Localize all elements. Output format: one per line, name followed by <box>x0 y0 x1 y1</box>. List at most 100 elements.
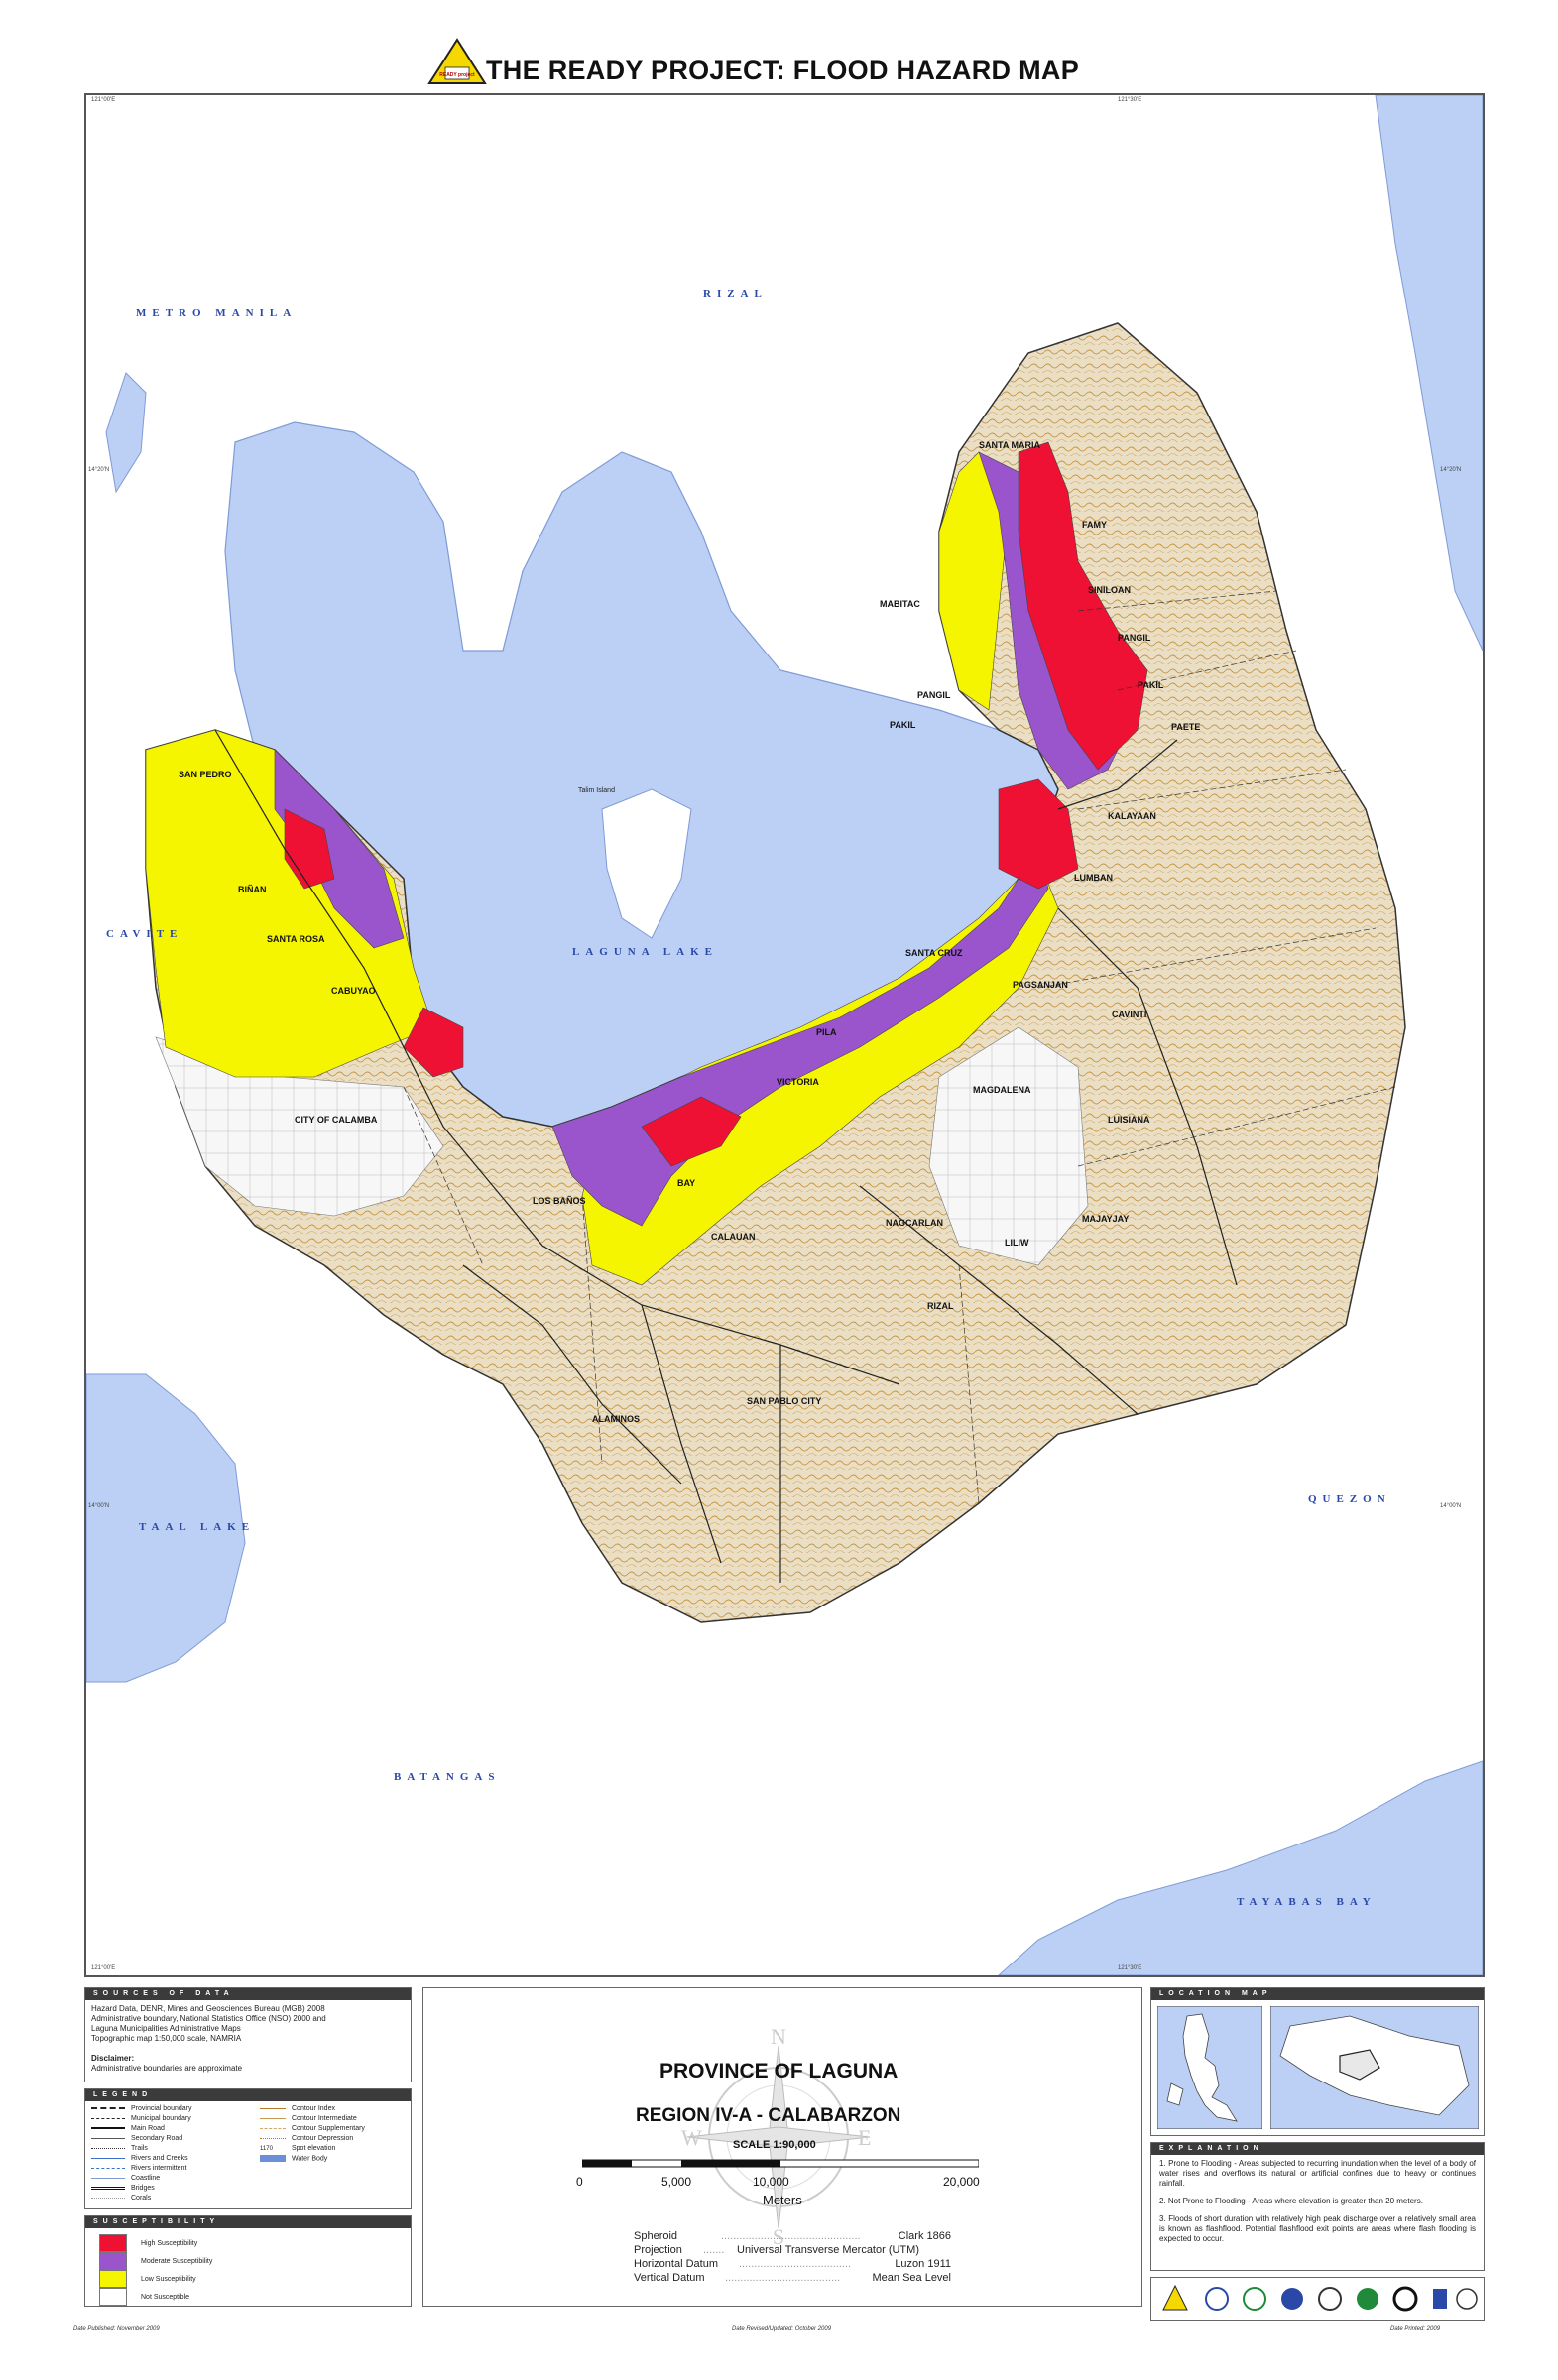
coord-left-mid: 14°20'N <box>88 467 110 473</box>
water-taal-lake <box>86 1373 246 1683</box>
agency-seal-icon <box>1318 2287 1342 2311</box>
legend-item: Contour Supplementary <box>260 2125 365 2132</box>
datum-spheroid-label: Spheroid <box>634 2230 678 2242</box>
label-rizal: RIZAL <box>703 288 768 299</box>
coord-bottom-right: 121°30'E <box>1118 1965 1142 1971</box>
muni-pangil-west: PANGIL <box>917 690 951 700</box>
muni-luisiana: LUISIANA <box>1108 1115 1150 1125</box>
muni-santa-maria: SANTA MARIA <box>979 440 1040 450</box>
muni-santa-cruz: SANTA CRUZ <box>905 948 963 958</box>
high-susceptibility-south <box>641 1096 742 1167</box>
coord-left-low: 14°00'N <box>88 1503 110 1509</box>
water-north-inlet <box>105 372 147 494</box>
agency-seal-icon <box>1243 2287 1266 2311</box>
label-high: High Susceptibility <box>141 2240 198 2247</box>
muni-pakil-west: PAKIL <box>890 720 916 730</box>
water-northeast <box>1375 95 1483 652</box>
flood-map-canvas[interactable] <box>86 95 1483 1975</box>
label-tayabas-bay: TAYABAS BAY <box>1237 1896 1377 1908</box>
calabarzon-inset-map <box>1270 2006 1479 2129</box>
label-quezon: QUEZON <box>1308 1493 1391 1505</box>
title-block: N S W E PROVINCE OF LAGUNA REGION IV-A -… <box>422 1987 1142 2307</box>
not-susceptible-west <box>155 1036 444 1217</box>
high-susceptibility-binan <box>284 808 335 890</box>
muni-los-banos: LOS BAÑOS <box>533 1196 586 1206</box>
agency-seal-icon <box>1357 2288 1378 2310</box>
low-susceptibility-north <box>938 451 1010 711</box>
svg-text:W: W <box>681 2125 702 2150</box>
scale-bar <box>582 2159 979 2168</box>
muni-magdalena: MAGDALENA <box>973 1085 1031 1095</box>
sources-header: SOURCES OF DATA <box>85 1988 411 2000</box>
swatch-not-susceptible <box>99 2288 127 2306</box>
muni-mabitac: MABITAC <box>880 599 920 609</box>
road-network <box>214 729 1238 1583</box>
explanation-item-2: 2. Not Prone to Flooding - Areas where e… <box>1159 2197 1423 2205</box>
scale-unit: Meters <box>763 2193 802 2207</box>
label-metro-manila: METRO MANILA <box>136 307 298 319</box>
ausaid-logo-icon <box>1456 2288 1478 2310</box>
map-title: THE READY PROJECT: FLOOD HAZARD MAP <box>486 56 1080 85</box>
high-susceptibility-north <box>1018 441 1148 771</box>
disclaimer-text: Administrative boundaries are approximat… <box>91 2064 243 2073</box>
muni-pagsanjan: PAGSANJAN <box>1013 980 1068 990</box>
high-susceptibility-west <box>403 1007 464 1078</box>
datum-projection-label: Projection <box>634 2244 682 2256</box>
agency-logos <box>1162 2284 1478 2312</box>
legend-item: Contour Depression <box>260 2135 353 2142</box>
legend-item: Rivers and Creeks <box>91 2155 188 2162</box>
muni-santa-rosa: SANTA ROSA <box>267 934 325 944</box>
legend-item: Municipal boundary <box>91 2115 191 2122</box>
municipal-boundaries <box>403 590 1396 1504</box>
not-susceptible-east <box>928 1026 1089 1266</box>
source-line-1: Hazard Data, DENR, Mines and Geosciences… <box>91 2004 325 2013</box>
svg-text:S: S <box>773 2224 784 2246</box>
province-title: PROVINCE OF LAGUNA <box>659 2060 899 2082</box>
datum-projection-value: Universal Transverse Mercator (UTM) <box>737 2244 919 2256</box>
muni-kalayaan: KALAYAAN <box>1108 811 1156 821</box>
legend-item: 1170 Spot elevation <box>260 2145 336 2152</box>
muni-nagcarlan: NAGCARLAN <box>886 1218 943 1228</box>
coord-top-left: 121°00'E <box>91 97 116 103</box>
date-published: Date Published: November 2009 <box>73 2326 160 2332</box>
label-talim-island: Talim Island <box>578 787 615 794</box>
swatch-high <box>99 2234 127 2252</box>
datum-horizontal-value: Luzon 1911 <box>895 2258 951 2270</box>
datum-vertical-value: Mean Sea Level <box>872 2272 952 2284</box>
muni-pangil-east: PANGIL <box>1118 633 1151 643</box>
legend-item: Secondary Road <box>91 2135 182 2142</box>
label-laguna-lake: LAGUNA LAKE <box>572 946 718 958</box>
date-printed: Date Printed: 2009 <box>1390 2326 1441 2332</box>
ready-logo: READY project <box>427 38 487 85</box>
legend-item: Rivers intermittent <box>91 2165 186 2172</box>
location-map-panel: LOCATION MAP <box>1150 1987 1485 2136</box>
muni-pakil-east: PAKIL <box>1138 680 1164 690</box>
muni-lumban: LUMBAN <box>1074 873 1113 883</box>
date-revised: Date Revised/Updated: October 2009 <box>732 2326 832 2332</box>
muni-majayjay: MAJAYJAY <box>1082 1214 1130 1224</box>
disclaimer-title: Disclaimer: <box>91 2054 135 2063</box>
muni-pila: PILA <box>816 1027 837 1037</box>
label-taal-lake: TAAL LAKE <box>139 1521 256 1533</box>
legend-item: Provincial boundary <box>91 2105 191 2112</box>
coord-right-low: 14°00'N <box>1440 1503 1462 1509</box>
legend-item: Trails <box>91 2145 148 2152</box>
muni-liliw: LILIW <box>1005 1238 1029 1248</box>
talim-island <box>601 788 692 939</box>
compass-rose-icon: N S W E <box>681 2028 871 2246</box>
legend-header: LEGEND <box>85 2089 411 2101</box>
source-line-2: Administrative boundary, National Statis… <box>91 2014 326 2023</box>
agency-seal-icon <box>1281 2288 1303 2310</box>
coord-top-right: 121°30'E <box>1118 97 1142 103</box>
legend-item: Contour Intermediate <box>260 2115 357 2122</box>
coord-bottom-left: 121°00'E <box>91 1965 116 1971</box>
muni-san-pablo: SAN PABLO CITY <box>747 1396 822 1406</box>
muni-cavinti: CAVINTI <box>1112 1010 1147 1019</box>
legend-item: Contour Index <box>260 2105 335 2112</box>
muni-san-pedro: SAN PEDRO <box>179 770 232 779</box>
sources-panel: SOURCES OF DATA Hazard Data, DENR, Mines… <box>84 1987 412 2082</box>
muni-victoria: VICTORIA <box>777 1077 819 1087</box>
agency-seal-icon <box>1392 2286 1418 2312</box>
explanation-header: EXPLANATION <box>1151 2143 1484 2155</box>
undp-logo-icon <box>1433 2289 1447 2309</box>
